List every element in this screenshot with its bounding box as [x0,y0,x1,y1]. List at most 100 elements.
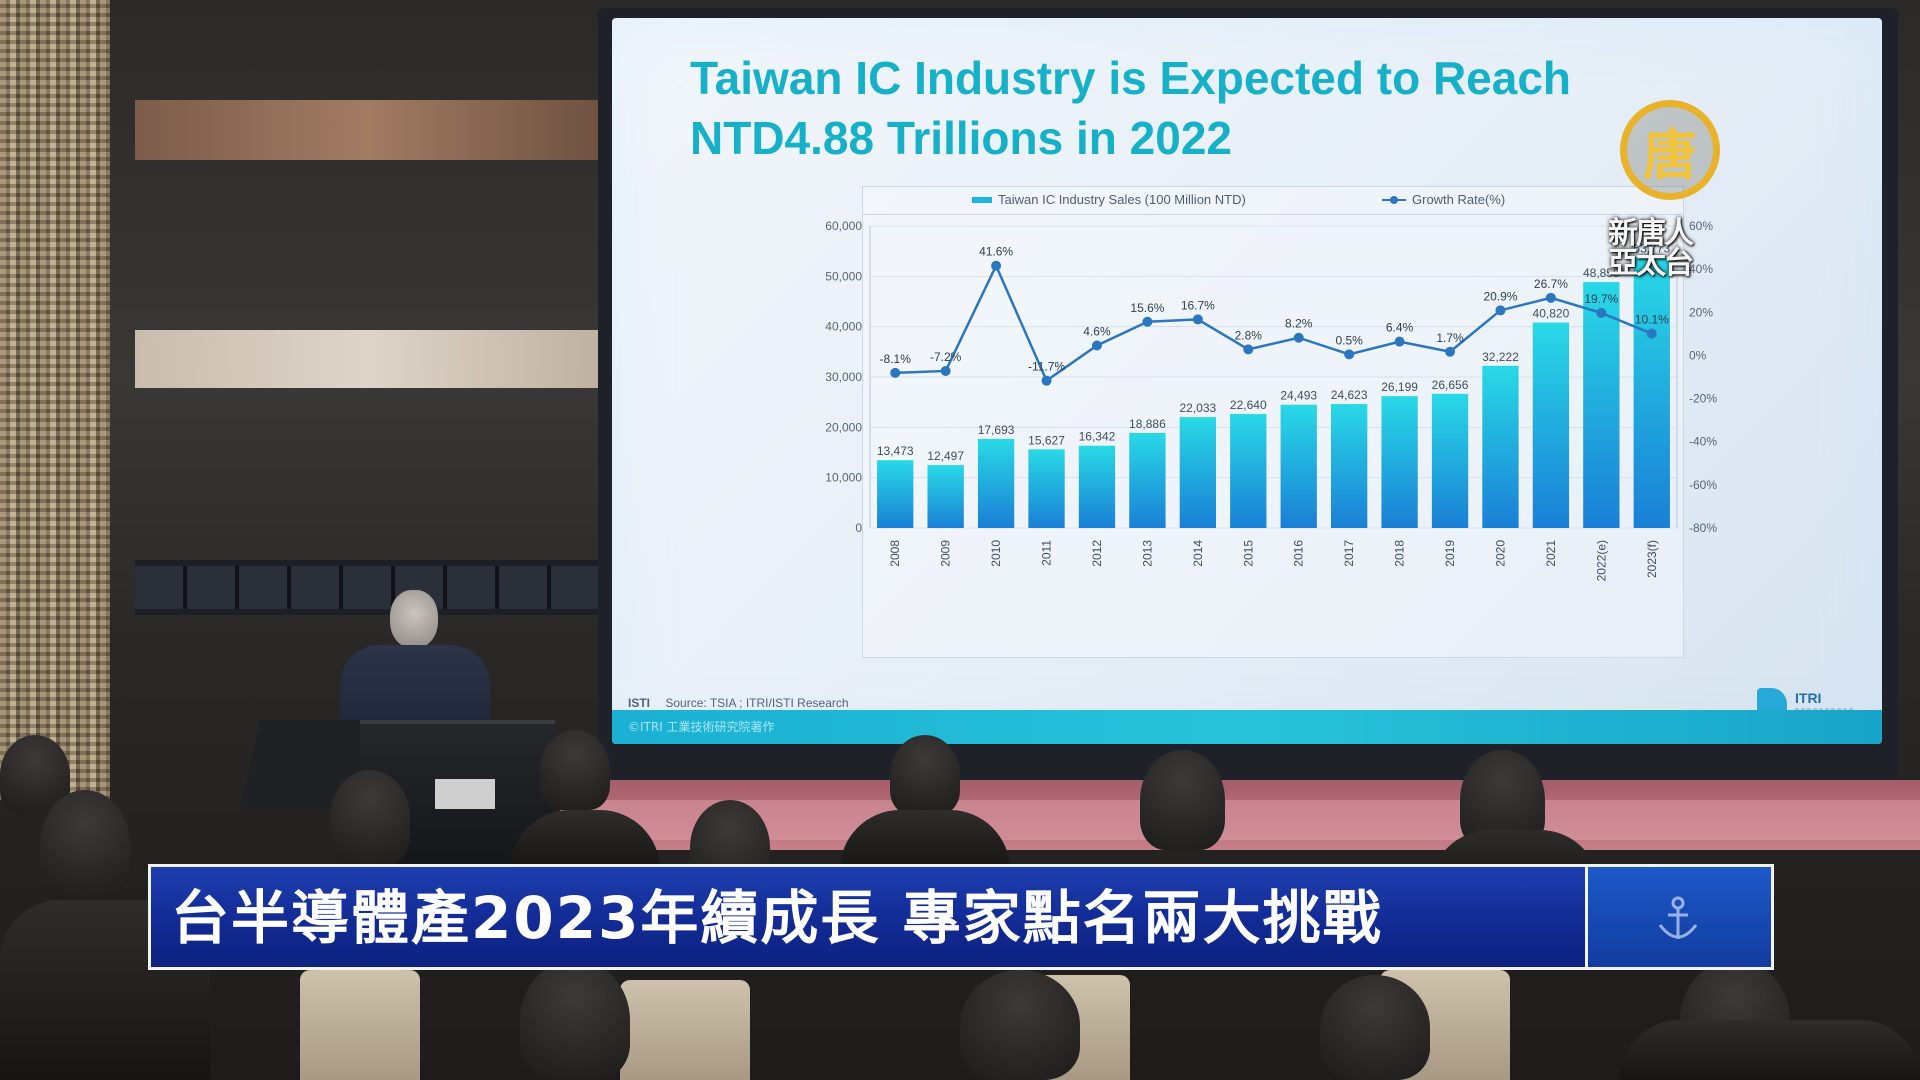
sales-bar-value-label: 15,627 [1028,433,1065,447]
sales-bar-value-label: 53,773 [1633,241,1670,255]
growth-rate-point [1596,307,1607,318]
chart-source: ISTI Source: TSIA ; ITRI/ISTI Research [628,696,849,710]
audience-head [960,970,1080,1080]
audience-head [40,790,130,900]
legend-sales-label: Taiwan IC Industry Sales (100 Million NT… [998,192,1246,207]
left-axis-tick-label: 10,000 [825,471,862,485]
growth-rate-point [1293,332,1304,343]
growth-rate-point [1495,305,1506,316]
category-label: 2015 [1241,540,1255,567]
growth-rate-point [940,365,951,376]
category-label: 2013 [1140,540,1154,567]
right-axis-tick-label: 40% [1689,262,1713,276]
sales-bar-value-label: 22,640 [1230,398,1267,412]
broadcaster-name-line-2: 亞太台 [1608,246,1694,281]
right-axis-tick-label: -40% [1689,435,1717,449]
growth-rate-point [890,367,901,378]
sales-bar [927,465,964,528]
slide-footer-text: ©ITRI 工業技術研究院著作 [628,720,775,734]
growth-rate-label: 1.7% [1436,331,1464,345]
slide-title-line-2: NTD4.88 Trillions in 2022 [690,112,1232,164]
audience-head [1140,750,1225,850]
sales-bar-value-label: 17,693 [978,423,1015,437]
sales-bar [1230,414,1267,528]
podium-sign [435,779,495,809]
audience-body [840,810,1010,870]
broadcaster-emblem-char: 唐 [1643,122,1697,187]
sales-bar-value-label: 26,199 [1381,380,1418,394]
sales-bar [1532,322,1570,528]
growth-rate-point [1545,292,1556,303]
category-label: 2014 [1191,540,1205,567]
growth-rate-point [1041,375,1052,386]
left-axis-tick-label: 60,000 [825,219,862,233]
growth-rate-point [1142,316,1153,327]
left-axis-tick-label: 30,000 [825,370,862,384]
caption-end-panel [1588,864,1774,970]
category-label: 2008 [888,540,902,567]
growth-rate-point [1394,336,1405,347]
sales-bar-value-label: 24,493 [1280,389,1317,403]
sales-bar [1633,257,1670,528]
category-label: 2020 [1493,540,1507,567]
wall-band [135,100,600,160]
sales-bar [1381,396,1418,528]
growth-rate-label: -7.2% [930,350,962,364]
legend-item-growth: Growth Rate(%) [1382,192,1505,207]
growth-rate-label: 6.4% [1386,321,1414,335]
growth-rate-label: -11.7% [1028,360,1065,374]
source-text: Source: TSIA ; ITRI/ISTI Research [665,696,849,710]
right-axis-tick-label: -60% [1689,478,1717,492]
slide-title-line-1: Taiwan IC Industry is Expected to Reach [690,52,1572,104]
sales-bar-value-label: 22,033 [1179,401,1216,415]
legend-line-swatch [1382,195,1406,204]
audience-body [510,810,660,870]
growth-rate-label: 10.1% [1635,313,1669,327]
wall-band [135,330,600,388]
sales-bar [1583,282,1620,528]
sales-bar-value-label: 16,342 [1079,430,1116,444]
anchor-emblem-icon [1658,896,1698,939]
sales-bar-value-label: 24,623 [1331,388,1368,402]
right-axis-tick-label: 20% [1689,305,1713,319]
growth-rate-point [1445,346,1456,357]
legend-bar-swatch [972,196,992,203]
right-axis-tick-label: -20% [1689,392,1717,406]
growth-rate-point [1091,340,1102,351]
sales-bar [1280,404,1317,528]
sales-bar-value-label: 40,820 [1533,307,1570,321]
legend-growth-label: Growth Rate(%) [1412,192,1506,207]
sales-bar [1482,365,1519,528]
stage-floor [560,800,1920,840]
news-caption-bar: 台半導體產2023年續成長 專家點名兩大挑戰 [148,864,1588,970]
category-label: 2017 [1342,540,1356,567]
sales-bar [1078,445,1116,528]
chart-legend: Taiwan IC Industry Sales (100 Million NT… [862,186,1682,215]
growth-rate-point [1646,328,1657,339]
right-axis-tick-label: 60% [1689,219,1713,233]
sales-bar-value-label: 18,886 [1129,417,1166,431]
category-label: 2016 [1292,540,1306,567]
broadcaster-name-line-1: 新唐人 [1608,216,1694,251]
audience-head [540,730,610,810]
source-prefix: ISTI [628,696,651,710]
growth-rate-label: 20.9% [1483,289,1517,303]
growth-rate-label: 19.7% [1584,292,1618,306]
decorative-wall-panel [0,0,110,800]
growth-rate-point [1192,314,1203,325]
category-label: 2009 [939,540,953,567]
audience-head [1320,975,1430,1080]
combo-chart: 0 10,000 20,000 30,000 40,000 50,000 60,000 -80… [825,219,1717,581]
sales-bar-value-label: 13,473 [877,444,914,458]
right-axis-tick-label: -80% [1689,521,1717,535]
sales-bar [977,438,1015,528]
sales-bar [1129,432,1166,528]
sales-bar [1028,449,1065,528]
growth-rate-point [991,260,1002,271]
audience-head [520,960,630,1080]
category-label: 2022(e) [1594,540,1608,581]
news-caption-text: 台半導體產2023年續成長 專家點名兩大挑戰 [171,884,1383,952]
left-axis-tick-label: 50,000 [825,269,862,283]
category-label: 2021 [1544,540,1558,567]
sales-bar-value-label: 26,656 [1432,378,1469,392]
